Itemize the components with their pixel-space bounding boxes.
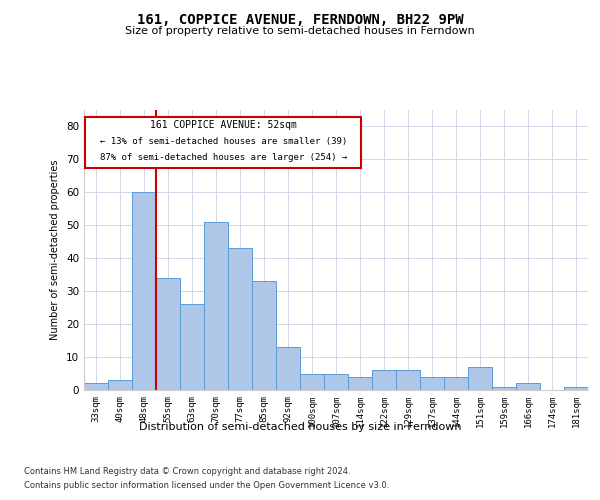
Text: Contains HM Land Registry data © Crown copyright and database right 2024.: Contains HM Land Registry data © Crown c… — [24, 468, 350, 476]
Bar — [516, 384, 540, 390]
Bar — [156, 278, 180, 390]
Bar — [300, 374, 324, 390]
Text: Size of property relative to semi-detached houses in Ferndown: Size of property relative to semi-detach… — [125, 26, 475, 36]
Bar — [444, 377, 468, 390]
Text: 87% of semi-detached houses are larger (254) →: 87% of semi-detached houses are larger (… — [100, 154, 347, 162]
Bar — [324, 374, 348, 390]
Y-axis label: Number of semi-detached properties: Number of semi-detached properties — [50, 160, 61, 340]
Text: 161, COPPICE AVENUE, FERNDOWN, BH22 9PW: 161, COPPICE AVENUE, FERNDOWN, BH22 9PW — [137, 12, 463, 26]
Bar — [108, 380, 132, 390]
Bar — [204, 222, 228, 390]
Bar — [372, 370, 396, 390]
Bar — [252, 282, 276, 390]
Text: ← 13% of semi-detached houses are smaller (39): ← 13% of semi-detached houses are smalle… — [100, 137, 347, 146]
Bar — [396, 370, 420, 390]
Bar — [468, 367, 492, 390]
Bar — [276, 347, 300, 390]
Bar — [228, 248, 252, 390]
Text: Distribution of semi-detached houses by size in Ferndown: Distribution of semi-detached houses by … — [139, 422, 461, 432]
Bar — [564, 386, 588, 390]
Bar — [132, 192, 156, 390]
Bar — [180, 304, 204, 390]
Bar — [492, 386, 516, 390]
Bar — [420, 377, 444, 390]
Text: 161 COPPICE AVENUE: 52sqm: 161 COPPICE AVENUE: 52sqm — [150, 120, 296, 130]
Bar — [348, 377, 372, 390]
FancyBboxPatch shape — [85, 116, 361, 168]
Bar — [84, 384, 108, 390]
Text: Contains public sector information licensed under the Open Government Licence v3: Contains public sector information licen… — [24, 481, 389, 490]
